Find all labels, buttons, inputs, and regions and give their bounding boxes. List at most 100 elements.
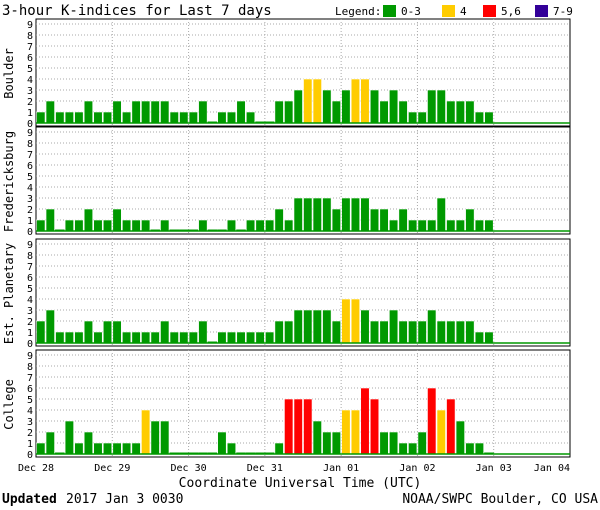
y-tick-label: 3 <box>27 306 33 317</box>
k-bar <box>427 219 437 232</box>
k-bar <box>293 197 303 232</box>
k-bar <box>141 100 151 124</box>
k-bar <box>379 320 389 344</box>
k-bar <box>36 111 46 124</box>
y-tick-label: 0 <box>27 339 33 350</box>
k-bar <box>64 219 74 232</box>
chart-title: 3-hour K-indices for Last 7 days <box>2 3 272 19</box>
k-bar <box>369 89 380 124</box>
y-tick-label: 4 <box>27 406 33 417</box>
k-bar <box>408 219 418 232</box>
k-bar <box>398 208 408 232</box>
k-bar <box>436 89 446 124</box>
k-bar <box>484 331 494 344</box>
x-tick-label: Jan 04 <box>534 463 570 474</box>
k-bar <box>312 197 322 232</box>
k-bar <box>226 219 237 232</box>
k-bar <box>131 442 141 455</box>
k-bar <box>427 387 437 455</box>
k-bar <box>455 100 465 124</box>
legend: Legend: 0-3 4 5,6 7-9 <box>335 5 573 18</box>
k-bar <box>446 320 456 344</box>
k-bar <box>36 320 46 344</box>
k-bar <box>45 431 55 455</box>
k-bar <box>389 431 399 455</box>
k-bar <box>179 111 189 124</box>
k-bar <box>303 309 313 344</box>
k-bar <box>303 78 313 124</box>
k-bar <box>36 442 46 455</box>
k-bar <box>427 89 437 124</box>
x-axis-label: Coordinate Universal Time (UTC) <box>179 476 422 491</box>
k-bar <box>465 100 475 124</box>
k-bar <box>455 320 465 344</box>
k-bar <box>198 320 208 344</box>
k-bar <box>446 219 456 232</box>
k-bar <box>131 219 141 232</box>
k-bar <box>64 111 74 124</box>
k-bar <box>322 89 332 124</box>
legend-label: 4 <box>460 5 467 18</box>
k-bar <box>112 100 122 124</box>
y-tick-label: 6 <box>27 384 33 395</box>
k-bar <box>465 320 475 344</box>
k-bar <box>284 320 294 344</box>
k-bar <box>64 331 74 344</box>
k-bar <box>236 100 246 124</box>
k-bar <box>141 219 151 232</box>
k-bar <box>379 100 389 124</box>
k-bar <box>455 420 465 455</box>
legend-label: 0-3 <box>401 5 421 18</box>
k-bar <box>226 442 237 455</box>
k-bar <box>36 219 46 232</box>
k-bar <box>265 219 275 232</box>
k-bar <box>83 100 94 124</box>
k-bar <box>341 298 351 344</box>
k-bar <box>255 331 265 344</box>
y-tick-label: 5 <box>27 172 33 183</box>
k-bar <box>102 219 113 232</box>
k-bar <box>45 309 55 344</box>
k-bar <box>93 111 103 124</box>
y-tick-label: 1 <box>27 328 33 339</box>
k-bar <box>408 111 418 124</box>
k-bar <box>274 320 284 344</box>
y-tick-label: 7 <box>27 262 33 273</box>
k-bar <box>484 111 494 124</box>
x-tick-label: Jan 01 <box>323 463 359 474</box>
x-tick-label: Dec 28 <box>18 463 54 474</box>
y-tick-label: 1 <box>27 439 33 450</box>
y-tick-label: 8 <box>27 139 33 150</box>
y-tick-label: 3 <box>27 86 33 97</box>
k-bar <box>341 89 351 124</box>
k-bar <box>141 331 151 344</box>
k-bar <box>379 208 389 232</box>
k-bar <box>293 309 303 344</box>
k-bar <box>160 420 170 455</box>
k-bar <box>331 100 341 124</box>
k-bar <box>417 431 427 455</box>
k-bar <box>122 331 132 344</box>
k-bar <box>474 442 484 455</box>
k-bar <box>417 320 427 344</box>
footer-credit: NOAA/SWPC Boulder, CO USA <box>402 492 598 507</box>
k-bar <box>417 219 427 232</box>
k-bar <box>245 111 256 124</box>
k-bar <box>408 442 418 455</box>
x-tick-label: Dec 31 <box>247 463 283 474</box>
k-bar <box>112 208 122 232</box>
k-bar <box>226 111 237 124</box>
k-bar <box>150 420 160 455</box>
y-tick-label: 4 <box>27 183 33 194</box>
k-bar <box>284 398 294 455</box>
k-bar <box>360 309 370 344</box>
legend-swatch <box>383 5 396 17</box>
y-tick-label: 7 <box>27 373 33 384</box>
k-bar <box>217 111 227 124</box>
k-bar <box>331 431 341 455</box>
k-bar <box>436 320 446 344</box>
k-bar <box>293 398 303 455</box>
